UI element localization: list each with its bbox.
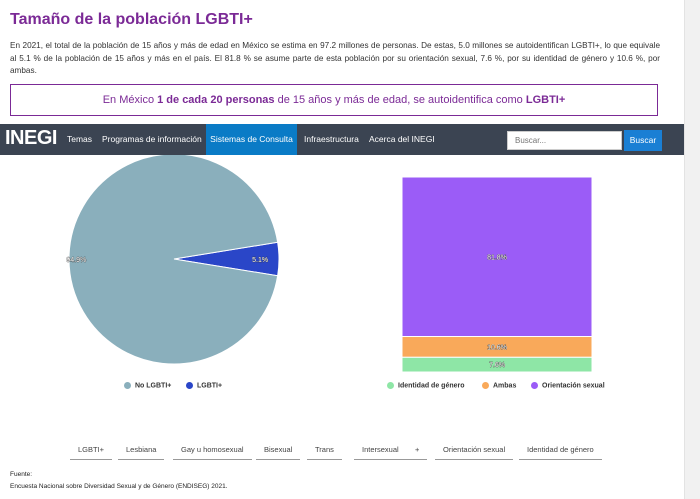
legend-label: No LGBTI+ xyxy=(135,382,172,390)
legend-swatch xyxy=(482,382,489,389)
nav-item-programas[interactable]: Programas de información xyxy=(102,134,202,144)
callout-highlight-lgbti: LGBTI+ xyxy=(525,94,566,106)
bar-label-ambas: 10.6% xyxy=(487,344,507,351)
search-input[interactable] xyxy=(507,131,622,150)
legend-label: Orientación sexual xyxy=(542,382,605,390)
bar-label-identidad: 7.6% xyxy=(489,362,505,369)
tab-lesbiana[interactable]: Lesbiana xyxy=(118,445,165,460)
bar-label-orientacion: 81.8% xyxy=(487,254,507,261)
tab-identidad-genero[interactable]: Identidad de género xyxy=(519,445,602,460)
legend-entry-ambas[interactable]: Ambas xyxy=(482,382,516,389)
nav-item-acerca[interactable]: Acerca del INEGI xyxy=(369,134,435,144)
callout-text-pre: En México xyxy=(102,94,158,106)
legend-label: Ambas xyxy=(493,382,517,390)
pie-label-lgbti: 5.1% xyxy=(252,257,268,264)
nav-item-sistemas-consulta[interactable]: Sistemas de Consulta xyxy=(206,124,297,155)
search-button[interactable]: Buscar xyxy=(624,130,662,151)
tab-gay[interactable]: Gay u homosexual xyxy=(173,445,252,460)
legend-swatch xyxy=(186,382,193,389)
inegi-logo[interactable]: INEGI xyxy=(5,127,57,149)
legend-entry-lgbti[interactable]: LGBTI+ xyxy=(186,382,222,389)
callout-highlight: 1 de cada 20 personas xyxy=(157,94,275,106)
page-title: Tamaño de la población LGBTI+ xyxy=(10,11,253,28)
intro-paragraph: En 2021, el total de la población de 15 … xyxy=(10,41,660,75)
tab-orientacion-sexual[interactable]: Orientación sexual xyxy=(435,445,514,460)
legend-entry-no-lgbti[interactable]: No LGBTI+ xyxy=(124,382,171,389)
legend-label: Identidad de género xyxy=(398,382,465,390)
pie-legend: No LGBTI+ LGBTI+ xyxy=(124,382,324,392)
stacked-bar-chart: 7.6% 10.6% 81.8% xyxy=(401,176,593,373)
legend-swatch xyxy=(387,382,394,389)
pie-chart: 5.1% 94.9% xyxy=(66,155,280,365)
legend-swatch xyxy=(124,382,131,389)
nav-item-infraestructura[interactable]: Infraestructura xyxy=(304,134,359,144)
callout-text-mid: de 15 años y más de edad, se autoidentif… xyxy=(274,94,526,106)
nav-item-temas[interactable]: Temas xyxy=(67,134,93,144)
main-navbar: INEGI Temas Programas de información Sis… xyxy=(0,124,684,155)
tab-lgbti[interactable]: LGBTI+ xyxy=(70,445,113,460)
page-scrollbar[interactable] xyxy=(684,0,700,499)
legend-entry-identidad[interactable]: Identidad de género xyxy=(387,382,465,389)
source-label: Fuente: xyxy=(10,471,33,478)
legend-entry-orientacion[interactable]: Orientación sexual xyxy=(531,382,605,389)
topic-tabs: LGBTI+ Lesbiana Gay u homosexual Bisexua… xyxy=(0,445,684,465)
tab-trans[interactable]: Trans xyxy=(307,445,342,460)
bar-segment-orientacion[interactable] xyxy=(401,176,593,338)
pie-label-no-lgbti: 94.9% xyxy=(66,257,86,264)
callout-box: En México 1 de cada 20 personas de 15 añ… xyxy=(10,84,658,116)
tab-intersexual[interactable]: Intersexual xyxy=(354,445,407,460)
bar-legend: Identidad de género Ambas Orientación se… xyxy=(387,382,627,392)
pie-slice-no-lgbti[interactable] xyxy=(68,155,279,365)
tab-plus[interactable]: + xyxy=(407,445,428,460)
legend-label: LGBTI+ xyxy=(197,382,223,390)
source-text: Encuesta Nacional sobre Diversidad Sexua… xyxy=(10,483,228,490)
tab-bisexual[interactable]: Bisexual xyxy=(256,445,301,460)
legend-swatch xyxy=(531,382,538,389)
